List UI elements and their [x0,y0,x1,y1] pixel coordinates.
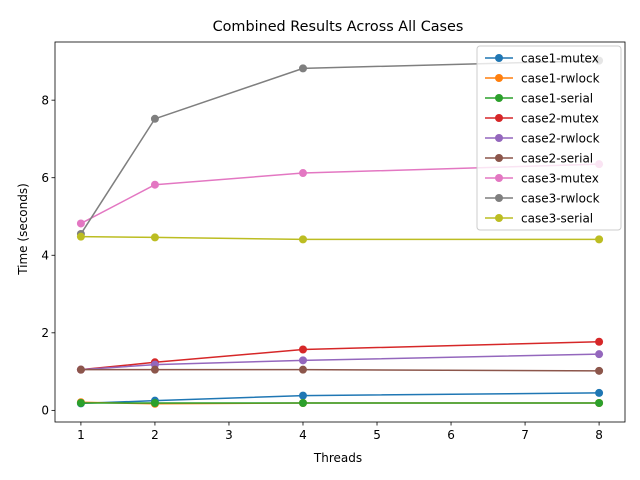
series-case3-serial [76,232,604,244]
x-tick-label: 3 [225,428,233,442]
axes-layer: 1 2 3 4 5 6 7 8 0 2 4 6 8 [41,41,626,442]
series-line-case2-rwlock [80,353,600,371]
data-point [150,365,159,374]
legend: case1-mutex case1-rwlock case1-serial case2… [476,45,622,231]
x-tick-label: 1 [77,428,85,442]
legend-label: case2-serial [521,151,593,165]
data-point [298,365,307,374]
data-point [150,399,159,407]
legend-swatch-marker [495,114,503,122]
y-tick-label: 2 [41,326,49,340]
x-tick-label: 5 [373,428,381,442]
x-tick-label: 4 [299,428,307,442]
x-tick-label: 7 [521,428,529,442]
x-tick-label: 8 [595,428,603,442]
legend-item: case1-rwlock [485,71,600,85]
legend-swatch-marker [495,214,503,222]
data-point [595,399,604,407]
legend-label: case1-serial [521,91,593,105]
y-tick-label: 4 [41,248,49,262]
legend-swatch-marker [495,54,503,62]
y-axis-label: Time (seconds) [16,183,30,276]
data-point [76,365,85,374]
legend-item: case2-mutex [485,111,599,125]
legend-item: case1-mutex [485,51,599,65]
series-line-case3-serial [80,235,600,241]
series-line-case3-rwlock [80,59,600,235]
legend-label: case2-rwlock [521,131,600,145]
chart-title: Combined Results Across All Cases [213,19,464,35]
legend-label: case3-rwlock [521,191,600,205]
legend-swatch-marker [495,74,503,82]
x-tick-label: 2 [151,428,159,442]
data-point [595,366,604,375]
legend-item: case1-serial [485,91,593,105]
legend-swatch-marker [495,174,503,182]
legend-swatch-marker [495,154,503,162]
series-line-case3-mutex [80,163,600,225]
x-tick-label: 6 [447,428,455,442]
series-case2-serial [76,365,604,375]
series-line-case1-mutex [80,392,600,405]
legend-label: case1-mutex [521,51,599,65]
legend-swatch-marker [495,134,503,142]
series-case1-serial [76,399,604,407]
y-tick-label: 0 [41,404,49,418]
legend-label: case3-mutex [521,171,599,185]
data-point [298,356,307,365]
x-axis-label: Threads [313,451,362,465]
data-point [298,391,307,400]
y-tick-label: 6 [41,171,49,185]
series-line-case2-mutex [80,340,600,371]
data-point [298,399,307,407]
data-point [595,388,604,397]
data-point [298,64,307,73]
legend-label: case2-mutex [521,111,599,125]
axes-frame [54,41,626,423]
series-line-case2-serial [80,368,600,372]
data-point [150,114,159,123]
y-tick-label: 8 [41,93,49,107]
data-point [150,180,159,189]
legend-swatch-marker [495,194,503,202]
data-point [76,399,85,407]
data-point [298,235,307,244]
data-point [76,219,85,228]
legend-item: case2-rwlock [485,131,600,145]
data-point [595,350,604,359]
series-layer [76,56,604,408]
data-point [298,169,307,178]
legend-item: case3-mutex [485,171,599,185]
legend-label: case3-serial [521,211,593,225]
legend-item: case2-serial [485,151,593,165]
legend-swatch-marker [495,94,503,102]
legend-box [476,45,622,231]
legend-item: case3-serial [485,211,593,225]
data-point [76,232,85,241]
data-point [298,345,307,354]
data-point [595,337,604,346]
legend-item: case3-rwlock [485,191,600,205]
data-point [150,233,159,242]
data-point [595,235,604,244]
legend-label: case1-rwlock [521,71,600,85]
